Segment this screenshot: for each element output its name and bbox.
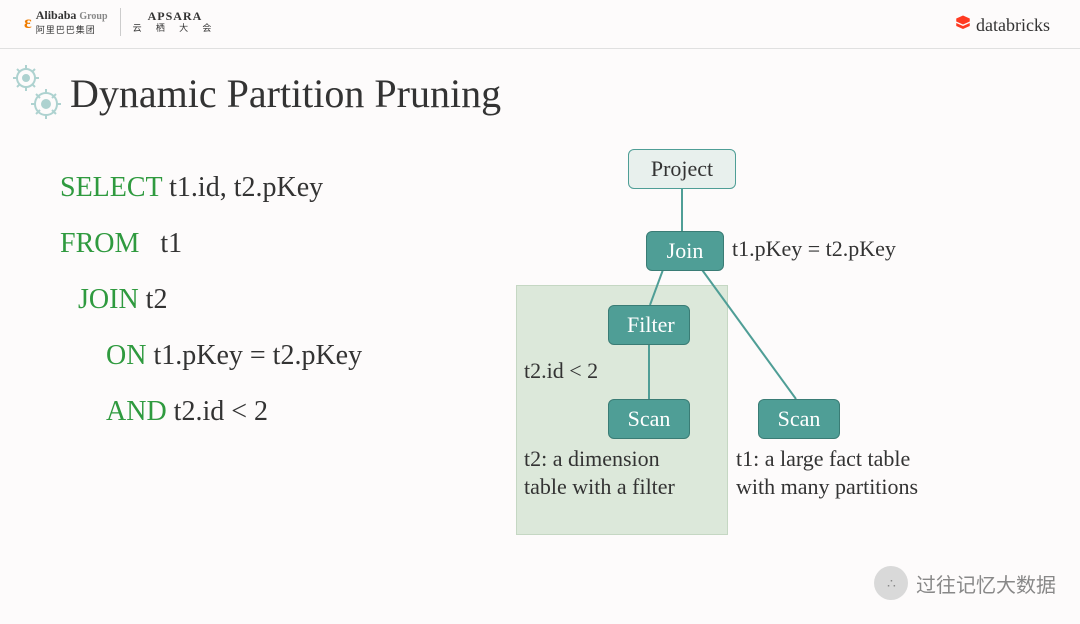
watermark-text: 过往记忆大数据 bbox=[916, 569, 1056, 598]
apsara-name: APSARA bbox=[133, 10, 218, 23]
apsara-cn: 云 栖 大 会 bbox=[133, 24, 218, 34]
kw-select: SELECT bbox=[60, 172, 162, 203]
label-t2-desc-l1: t2: a dimension bbox=[524, 445, 660, 473]
node-join: Join bbox=[646, 231, 724, 271]
sql-line-and: AND t2.id < 2 bbox=[60, 384, 362, 440]
logo-left-group: ε Alibaba Group 阿里巴巴集团 APSARA 云 栖 大 会 bbox=[24, 8, 217, 36]
alibaba-name: Alibaba bbox=[36, 8, 77, 22]
label-t1-desc-l1: t1: a large fact table bbox=[736, 445, 910, 473]
apsara-logo: APSARA 云 栖 大 会 bbox=[133, 10, 218, 33]
sql-line-from: FROM t1 bbox=[60, 216, 362, 272]
sql-line-on: ON t1.pKey = t2.pKey bbox=[60, 328, 362, 384]
label-t1-desc-l2: with many partitions bbox=[736, 473, 918, 501]
databricks-cube-icon bbox=[954, 14, 972, 37]
node-filter: Filter bbox=[608, 305, 690, 345]
slide-title: Dynamic Partition Pruning bbox=[70, 70, 501, 117]
sql-line-join: JOIN t2 bbox=[60, 272, 362, 328]
databricks-text: databricks bbox=[976, 15, 1050, 36]
kw-from: FROM bbox=[60, 228, 139, 259]
label-t2-desc-l2: table with a filter bbox=[524, 473, 675, 501]
wechat-icon: ∴ bbox=[874, 566, 908, 600]
header-bar: ε Alibaba Group 阿里巴巴集团 APSARA 云 栖 大 会 da… bbox=[0, 0, 1080, 49]
node-scan-left: Scan bbox=[608, 399, 690, 439]
gears-icon bbox=[8, 60, 64, 127]
label-filter-cond: t2.id < 2 bbox=[524, 357, 598, 385]
and-cond: t2.id < 2 bbox=[174, 396, 268, 427]
kw-on: ON bbox=[106, 340, 146, 371]
kw-and: AND bbox=[106, 396, 167, 427]
select-cols: t1.id, t2.pKey bbox=[169, 172, 323, 203]
kw-join: JOIN bbox=[78, 284, 139, 315]
node-project: Project bbox=[628, 149, 736, 189]
sql-block: SELECT t1.id, t2.pKey FROM t1 JOIN t2 ON… bbox=[60, 160, 362, 440]
node-scan-right: Scan bbox=[758, 399, 840, 439]
alibaba-suffix: Group bbox=[79, 11, 107, 22]
logo-divider bbox=[120, 8, 121, 36]
join-tbl: t2 bbox=[146, 284, 168, 315]
alibaba-cn: 阿里巴巴集团 bbox=[36, 23, 108, 36]
on-cond: t1.pKey = t2.pKey bbox=[153, 340, 362, 371]
sql-line-select: SELECT t1.id, t2.pKey bbox=[60, 160, 362, 216]
alibaba-logo: ε Alibaba Group 阿里巴巴集团 bbox=[24, 8, 108, 36]
watermark: ∴ 过往记忆大数据 bbox=[874, 566, 1056, 600]
alibaba-mark-icon: ε bbox=[24, 12, 32, 33]
databricks-logo: databricks bbox=[954, 14, 1050, 37]
query-plan-tree: Project Join Filter Scan Scan t1.pKey = … bbox=[500, 145, 1060, 585]
from-tbl: t1 bbox=[160, 228, 182, 259]
label-join-cond: t1.pKey = t2.pKey bbox=[732, 235, 896, 263]
